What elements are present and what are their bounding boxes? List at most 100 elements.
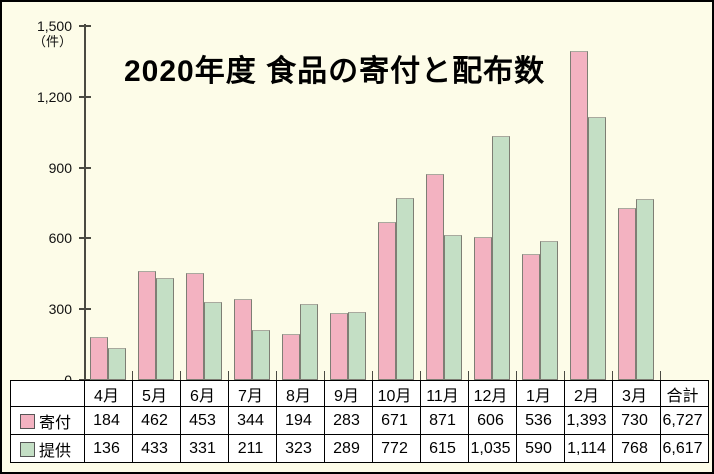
bar-donation-8月 xyxy=(282,334,300,380)
bar-provision-10月 xyxy=(396,198,414,380)
value-cell: 871 xyxy=(420,406,469,435)
value-cell: 136 xyxy=(84,434,133,463)
value-cell: 768 xyxy=(612,434,661,463)
series-name-label: 寄付 xyxy=(38,414,71,432)
legend-swatch-donation xyxy=(19,413,35,429)
month-header-cell: 12月 xyxy=(468,380,517,407)
value-cell: 462 xyxy=(132,406,181,435)
bar-donation-12月 xyxy=(474,237,492,380)
x-axis-category-tick xyxy=(564,371,565,380)
month-header-cell: 1月 xyxy=(516,380,565,407)
table-row-donation: 寄付 184 462 453 344 194 283 671 871 606 536 1,393 730… xyxy=(10,406,709,435)
value-cell: 772 xyxy=(372,434,421,463)
bar-provision-12月 xyxy=(492,136,510,380)
chart-title: 2020年度 食品の寄付と配布数 xyxy=(124,55,546,88)
bar-provision-6月 xyxy=(204,302,222,380)
y-axis-tick-label: 900 xyxy=(48,160,72,176)
data-table: 4月 5月 6月 7月 8月 9月 10月 11月 12月 1月 2月 3月 合計寄付 184 462 453… xyxy=(10,380,709,463)
value-cell: 606 xyxy=(468,406,517,435)
series-row-header: 提供 xyxy=(10,434,85,463)
bar-donation-1月 xyxy=(522,254,540,380)
value-cell: 194 xyxy=(276,406,325,435)
series-row-header: 寄付 xyxy=(10,406,85,435)
y-axis-unit-label: （件） xyxy=(32,34,72,49)
x-axis-category-tick xyxy=(468,371,469,380)
series-name-label: 提供 xyxy=(38,442,71,460)
y-axis-tick-label: 300 xyxy=(48,301,72,317)
value-cell: 211 xyxy=(228,434,277,463)
bar-provision-2月 xyxy=(588,117,606,380)
total-value-cell: 6,727 xyxy=(660,406,709,435)
month-header-cell: 5月 xyxy=(132,380,181,407)
y-axis-tick xyxy=(79,25,91,27)
x-axis-category-tick xyxy=(228,371,229,380)
month-header-cell: 9月 xyxy=(324,380,373,407)
bar-provision-3月 xyxy=(636,199,654,380)
bar-donation-6月 xyxy=(186,273,204,380)
legend-swatch-provision xyxy=(19,441,35,457)
table-corner-cell xyxy=(10,380,85,407)
bar-provision-5月 xyxy=(156,278,174,380)
bar-donation-2月 xyxy=(570,51,588,380)
x-axis-category-tick xyxy=(420,371,421,380)
bar-donation-4月 xyxy=(90,337,108,380)
y-axis-tick xyxy=(79,308,91,310)
value-cell: 615 xyxy=(420,434,469,463)
value-cell: 283 xyxy=(324,406,373,435)
bar-provision-4月 xyxy=(108,348,126,380)
x-axis-category-tick xyxy=(324,371,325,380)
value-cell: 344 xyxy=(228,406,277,435)
bar-donation-10月 xyxy=(378,222,396,380)
y-axis-tick xyxy=(79,167,91,169)
value-cell: 536 xyxy=(516,406,565,435)
y-axis-tick xyxy=(79,237,91,239)
value-cell: 433 xyxy=(132,434,181,463)
bar-provision-11月 xyxy=(444,235,462,380)
x-axis-category-tick xyxy=(132,371,133,380)
month-header-cell: 4月 xyxy=(84,380,133,407)
value-cell: 184 xyxy=(84,406,133,435)
table-row-provision: 提供 136 433 331 211 323 289 772 615 1,035 590 1,114 7… xyxy=(10,434,709,463)
value-cell: 331 xyxy=(180,434,229,463)
bar-provision-9月 xyxy=(348,312,366,380)
bar-donation-3月 xyxy=(618,208,636,380)
month-header-cell: 2月 xyxy=(564,380,613,407)
table-header-row: 4月 5月 6月 7月 8月 9月 10月 11月 12月 1月 2月 3月 合計 xyxy=(10,380,709,407)
bar-donation-9月 xyxy=(330,313,348,380)
value-cell: 1,035 xyxy=(468,434,517,463)
value-cell: 730 xyxy=(612,406,661,435)
value-cell: 289 xyxy=(324,434,373,463)
bar-provision-7月 xyxy=(252,330,270,380)
month-header-cell: 8月 xyxy=(276,380,325,407)
x-axis-category-tick xyxy=(180,371,181,380)
y-axis-tick-label: 1,200 xyxy=(36,89,72,105)
value-cell: 453 xyxy=(180,406,229,435)
value-cell: 323 xyxy=(276,434,325,463)
value-cell: 590 xyxy=(516,434,565,463)
y-axis-tick xyxy=(79,96,91,98)
value-cell: 671 xyxy=(372,406,421,435)
month-header-cell: 3月 xyxy=(612,380,661,407)
x-axis-category-tick xyxy=(276,371,277,380)
value-cell: 1,114 xyxy=(564,434,613,463)
y-axis-line xyxy=(84,24,86,380)
x-axis-category-tick xyxy=(516,371,517,380)
total-header-cell: 合計 xyxy=(660,380,709,407)
bar-provision-1月 xyxy=(540,241,558,380)
bar-provision-8月 xyxy=(300,304,318,380)
month-header-cell: 6月 xyxy=(180,380,229,407)
month-header-cell: 10月 xyxy=(372,380,421,407)
bar-donation-5月 xyxy=(138,271,156,380)
x-axis-category-tick xyxy=(612,371,613,380)
value-cell: 1,393 xyxy=(564,406,613,435)
x-axis-category-tick xyxy=(372,371,373,380)
x-axis-category-tick xyxy=(660,371,661,380)
bar-donation-11月 xyxy=(426,174,444,380)
bar-donation-7月 xyxy=(234,299,252,380)
month-header-cell: 11月 xyxy=(420,380,469,407)
month-header-cell: 7月 xyxy=(228,380,277,407)
total-value-cell: 6,617 xyxy=(660,434,709,463)
y-axis-tick-label: 600 xyxy=(48,230,72,246)
y-axis-tick-label: 1,500 xyxy=(36,18,72,34)
